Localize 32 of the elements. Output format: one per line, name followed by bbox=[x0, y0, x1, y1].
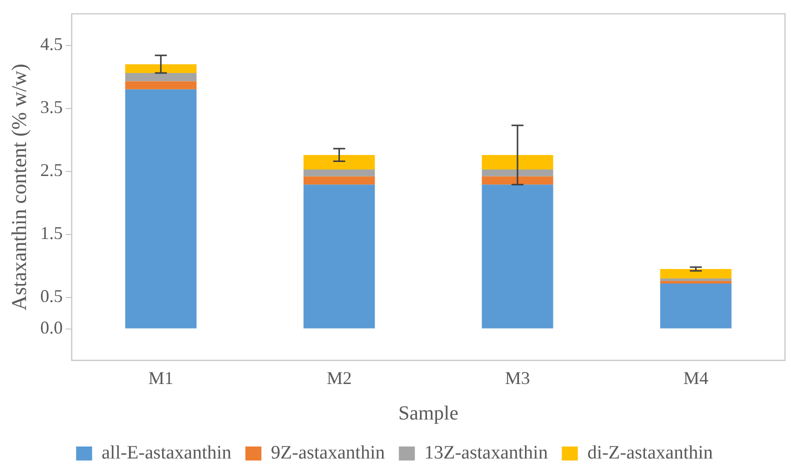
bar bbox=[482, 169, 554, 176]
bar bbox=[125, 64, 197, 74]
legend-label: 9Z-astaxanthin bbox=[270, 442, 386, 464]
bar bbox=[304, 184, 375, 328]
bar bbox=[482, 184, 554, 328]
bar bbox=[125, 89, 197, 328]
x-tick-label: M2 bbox=[326, 368, 352, 388]
bar bbox=[660, 280, 732, 284]
bar bbox=[660, 278, 732, 281]
x-axis-title: Sample bbox=[398, 402, 458, 424]
legend-label: 13Z-astaxanthin bbox=[424, 442, 548, 464]
bar bbox=[125, 81, 197, 90]
bar bbox=[660, 269, 732, 278]
x-tick-label: M3 bbox=[505, 368, 530, 388]
y-tick-label: 4.5 bbox=[40, 34, 63, 54]
y-axis-title: Astaxanthin content (% w/w) bbox=[7, 64, 32, 310]
x-tick-label: M4 bbox=[683, 368, 708, 388]
bar bbox=[304, 169, 375, 176]
y-tick-label: 2.5 bbox=[40, 160, 63, 180]
y-tick-label: 0.5 bbox=[40, 286, 63, 306]
y-tick-label: 3.5 bbox=[40, 97, 63, 118]
bar bbox=[482, 176, 554, 185]
bar bbox=[660, 284, 732, 328]
bar bbox=[304, 154, 375, 170]
bar bbox=[482, 154, 554, 170]
x-tick-label: M1 bbox=[148, 368, 174, 388]
bar bbox=[125, 73, 197, 82]
y-tick-label: 0.0 bbox=[40, 318, 63, 338]
legend-label: di-Z-astaxanthin bbox=[587, 442, 714, 464]
y-tick-label: 1.5 bbox=[40, 223, 63, 244]
legend-label: all-E-astaxanthin bbox=[102, 442, 232, 464]
bar bbox=[304, 176, 375, 185]
